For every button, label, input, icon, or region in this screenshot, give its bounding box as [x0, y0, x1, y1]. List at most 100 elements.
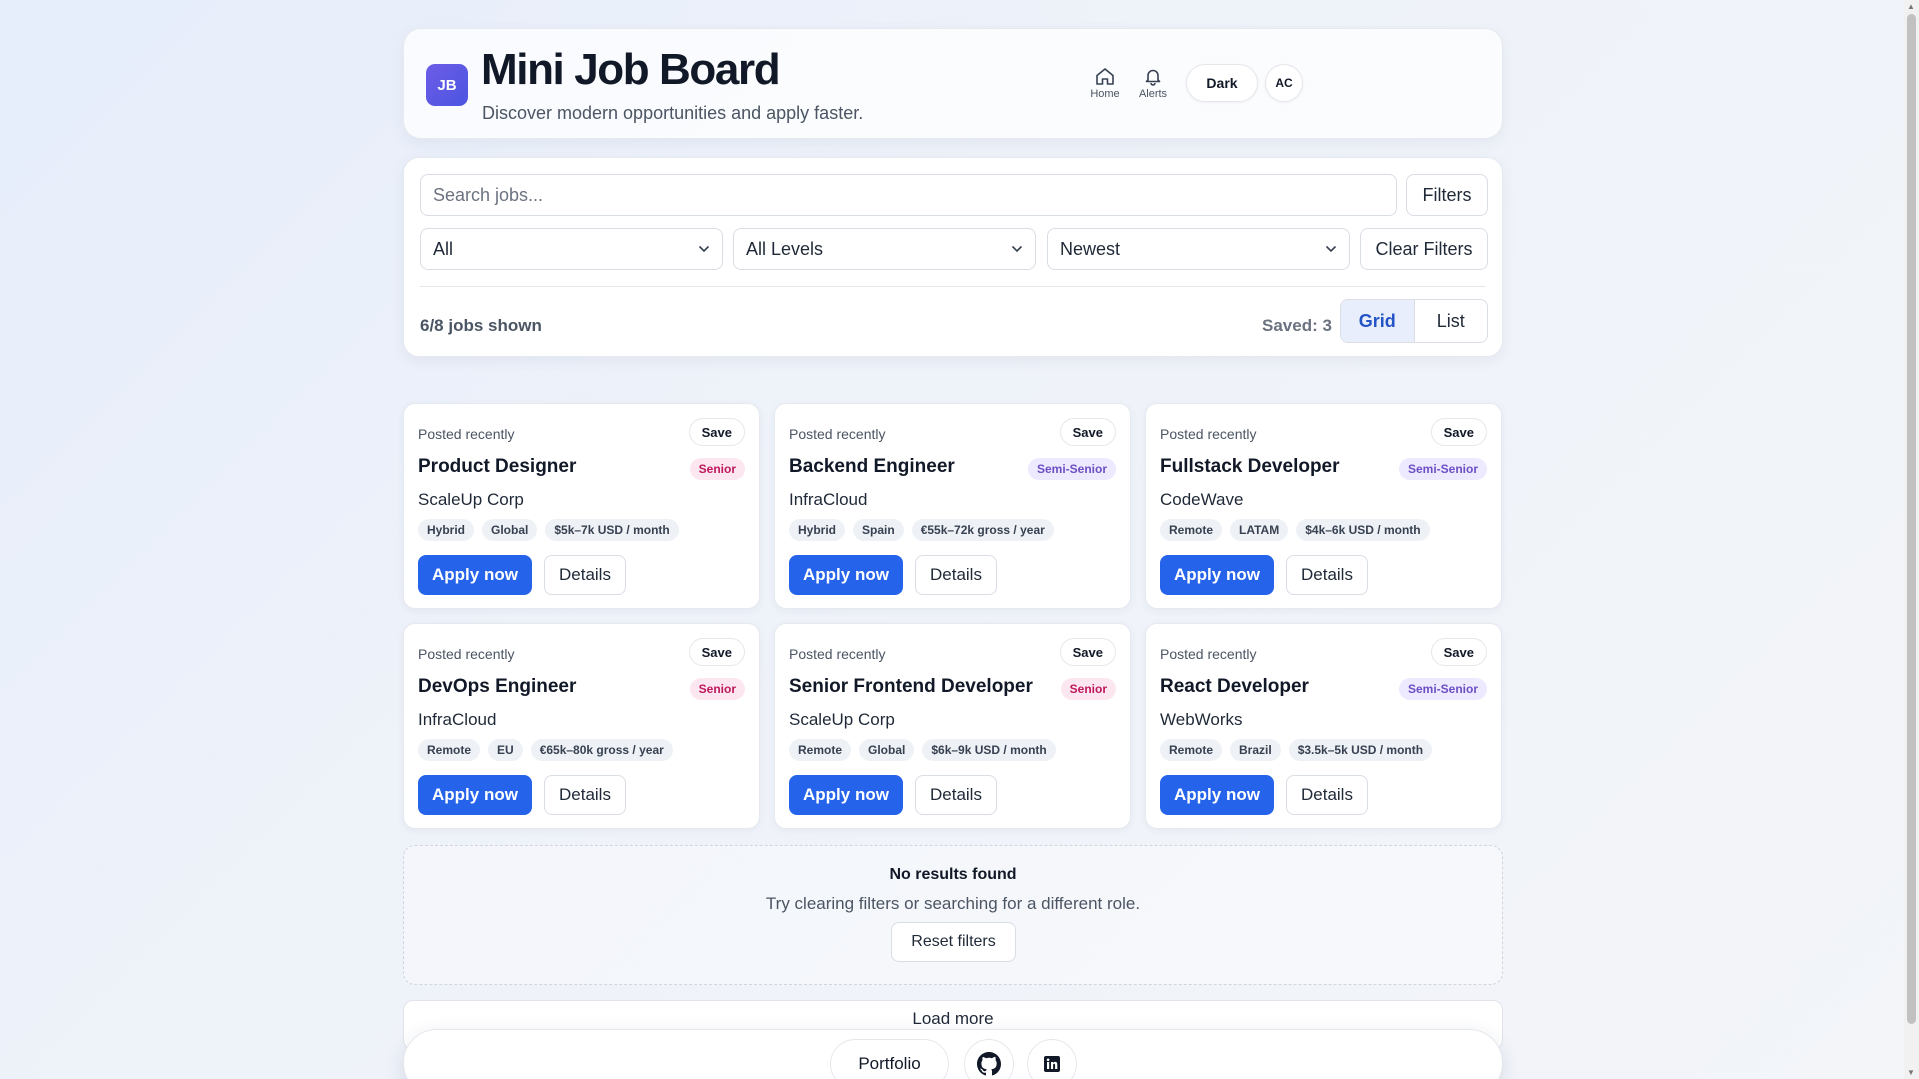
save-job-button[interactable]: Save — [1430, 418, 1487, 446]
details-button[interactable]: Details — [1286, 555, 1368, 595]
tag-location: Brazil — [1230, 739, 1281, 761]
scroll-down-arrow-icon[interactable]: ▼ — [1907, 1068, 1915, 1077]
job-card: Posted recently Save Fullstack Developer… — [1145, 403, 1502, 609]
linkedin-button[interactable] — [1027, 1039, 1077, 1079]
grid-view-button[interactable]: Grid — [1341, 300, 1415, 342]
job-card: Posted recently Save Senior Frontend Dev… — [774, 623, 1131, 829]
tag-work-mode: Remote — [1160, 519, 1223, 541]
job-tags: Remote LATAM $4k–6k USD / month — [1160, 519, 1430, 541]
portfolio-button[interactable]: Portfolio — [830, 1039, 949, 1079]
list-view-button[interactable]: List — [1436, 310, 1465, 331]
level-select[interactable]: All Levels — [733, 228, 1036, 270]
scroll-up-arrow-icon[interactable]: ▲ — [1907, 2, 1915, 11]
apply-button[interactable]: Apply now — [418, 775, 532, 815]
app-header: JB Mini Job Board Discover modern opport… — [403, 28, 1503, 139]
location-select[interactable]: All — [420, 228, 723, 270]
job-title: Fullstack Developer — [1160, 456, 1340, 477]
save-job-button[interactable]: Save — [1059, 418, 1116, 446]
details-button[interactable]: Details — [544, 775, 626, 815]
apply-button[interactable]: Apply now — [789, 555, 903, 595]
clear-filters-button[interactable]: Clear Filters — [1360, 228, 1488, 270]
company-name: CodeWave — [1160, 490, 1244, 509]
apply-button[interactable]: Apply now — [418, 555, 532, 595]
tag-salary: $5k–7k USD / month — [545, 519, 679, 541]
company-name: WebWorks — [1160, 710, 1243, 729]
posted-label: Posted recently — [789, 426, 886, 442]
sort-select[interactable]: Newest — [1047, 228, 1350, 270]
level-badge: Senior — [1060, 678, 1116, 700]
job-tags: Remote Brazil $3.5k–5k USD / month — [1160, 739, 1433, 761]
filters-button[interactable]: Filters — [1406, 174, 1488, 216]
footer-bar: Portfolio — [403, 1029, 1503, 1079]
linkedin-icon — [1044, 1056, 1060, 1072]
level-badge: Semi-Senior — [1027, 458, 1116, 480]
reset-filters-button[interactable]: Reset filters — [891, 922, 1016, 962]
view-toggle: Grid List — [1340, 299, 1488, 343]
details-button[interactable]: Details — [915, 775, 997, 815]
github-icon — [977, 1052, 1001, 1076]
level-badge: Semi-Senior — [1398, 458, 1487, 480]
company-name: ScaleUp Corp — [418, 490, 524, 509]
tag-location: EU — [488, 739, 523, 761]
tag-salary: €55k–72k gross / year — [911, 519, 1054, 541]
tag-work-mode: Remote — [1160, 739, 1223, 761]
chevron-down-icon — [1325, 245, 1337, 253]
bell-icon — [1145, 69, 1161, 86]
tag-salary: €65k–80k gross / year — [530, 739, 673, 761]
chevron-down-icon — [698, 245, 710, 253]
company-name: InfraCloud — [789, 490, 868, 509]
apply-button[interactable]: Apply now — [1160, 555, 1274, 595]
page-title: Mini Job Board — [481, 45, 781, 94]
divider — [420, 286, 1486, 287]
tag-work-mode: Remote — [418, 739, 481, 761]
level-badge: Senior — [689, 678, 745, 700]
tag-salary: $6k–9k USD / month — [922, 739, 1056, 761]
posted-label: Posted recently — [418, 646, 515, 662]
job-card: Posted recently Save DevOps Engineer Sen… — [403, 623, 760, 829]
page-container: JB Mini Job Board Discover modern opport… — [403, 28, 1503, 1079]
job-card: Posted recently Save Product Designer Se… — [403, 403, 760, 609]
job-title: Senior Frontend Developer — [789, 676, 1033, 697]
avatar[interactable]: AC — [1265, 64, 1303, 102]
theme-toggle-button[interactable]: Dark — [1186, 64, 1258, 102]
scrollbar-thumb[interactable] — [1907, 14, 1916, 1024]
save-job-button[interactable]: Save — [1059, 638, 1116, 666]
tag-salary: $3.5k–5k USD / month — [1288, 739, 1433, 761]
level-badge: Semi-Senior — [1398, 678, 1487, 700]
company-name: ScaleUp Corp — [789, 710, 895, 729]
posted-label: Posted recently — [418, 426, 515, 442]
empty-state: No results found Try clearing filters or… — [403, 845, 1503, 985]
nav-alerts[interactable]: Alerts — [1130, 67, 1176, 100]
apply-button[interactable]: Apply now — [1160, 775, 1274, 815]
details-button[interactable]: Details — [1286, 775, 1368, 815]
page-scrollbar[interactable]: ▲ ▼ — [1904, 0, 1919, 1079]
tag-location: Spain — [853, 519, 904, 541]
empty-state-title: No results found — [889, 866, 1017, 883]
apply-button[interactable]: Apply now — [789, 775, 903, 815]
tag-location: Global — [482, 519, 538, 541]
job-tags: Hybrid Global $5k–7k USD / month — [418, 519, 679, 541]
save-job-button[interactable]: Save — [688, 418, 745, 446]
empty-state-subtitle: Try clearing filters or searching for a … — [765, 894, 1141, 913]
saved-count: Saved: 3 — [1262, 316, 1332, 335]
app-logo: JB — [426, 64, 468, 106]
job-title: Backend Engineer — [789, 456, 955, 477]
details-button[interactable]: Details — [544, 555, 626, 595]
save-job-button[interactable]: Save — [1430, 638, 1487, 666]
github-button[interactable] — [964, 1039, 1014, 1079]
nav-home-label: Home — [1090, 88, 1120, 100]
location-select-value: All — [433, 238, 454, 259]
tag-work-mode: Hybrid — [789, 519, 846, 541]
save-job-button[interactable]: Save — [688, 638, 745, 666]
tag-location: Global — [859, 739, 915, 761]
sort-select-value: Newest — [1060, 238, 1121, 259]
level-badge: Senior — [689, 458, 745, 480]
posted-label: Posted recently — [789, 646, 886, 662]
search-input[interactable] — [420, 174, 1397, 216]
posted-label: Posted recently — [1160, 426, 1257, 442]
tag-work-mode: Hybrid — [418, 519, 475, 541]
level-select-value: All Levels — [746, 238, 824, 259]
home-icon — [1096, 68, 1114, 85]
details-button[interactable]: Details — [915, 555, 997, 595]
nav-home[interactable]: Home — [1082, 67, 1128, 100]
